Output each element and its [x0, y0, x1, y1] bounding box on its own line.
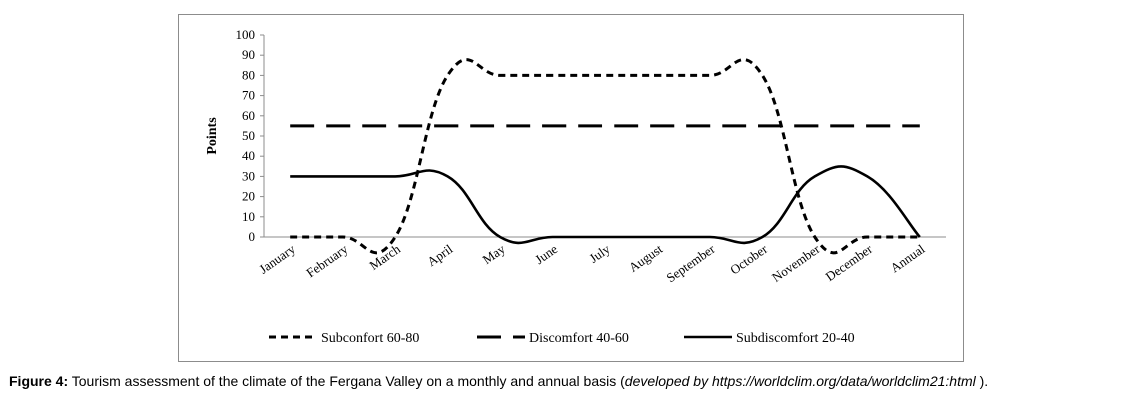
y-tick-label: 70 [242, 88, 255, 103]
caption-text: Tourism assessment of the climate of the… [68, 373, 625, 389]
x-tick-label: July [586, 241, 613, 266]
y-tick-label: 20 [242, 189, 255, 204]
y-tick-label: 10 [242, 209, 255, 224]
x-tick-label: February [303, 241, 350, 280]
legend-label-2: Discomfort 40-60 [529, 331, 629, 346]
series-line-1 [290, 58, 920, 255]
y-tick-label: 50 [242, 128, 255, 143]
legend-label-3: Subdiscomfort 20-40 [736, 331, 855, 346]
chart-frame: 0 10 20 30 40 50 60 70 80 90 100 Points January Febru… [178, 14, 964, 362]
caption-label: Figure 4: [9, 373, 69, 389]
y-tick-label: 60 [242, 108, 255, 123]
x-tick-label: June [532, 241, 560, 267]
y-tick-label: 30 [242, 168, 255, 183]
line-chart: 0 10 20 30 40 50 60 70 80 90 100 Points January Febru… [205, 27, 946, 346]
legend-label-1: Subconfort 60-80 [321, 331, 419, 346]
x-tick-label: January [256, 241, 298, 277]
y-tick-label: 0 [249, 229, 256, 244]
caption-end: ). [975, 373, 989, 389]
x-tick-label: April [424, 241, 455, 269]
x-tick-label: October [727, 241, 770, 278]
y-axis-title: Points [205, 117, 220, 155]
y-tick-label: 100 [236, 27, 256, 42]
figure-caption: Figure 4: Tourism assessment of the clim… [9, 373, 1129, 389]
x-tick-label: August [626, 241, 666, 275]
x-tick-label: September [664, 241, 719, 286]
x-tick-label: March [366, 241, 403, 273]
x-tick-label: Annual [888, 241, 928, 275]
x-tick-label: November [769, 241, 823, 285]
x-tick-label: December [823, 241, 876, 284]
y-tick-label: 80 [242, 67, 255, 82]
caption-source: developed by https://worldclim.org/data/… [624, 373, 976, 389]
x-tick-label: May [480, 241, 509, 267]
y-tick-label: 90 [242, 47, 255, 62]
y-tick-label: 40 [242, 148, 255, 163]
series-line-3 [290, 165, 921, 245]
